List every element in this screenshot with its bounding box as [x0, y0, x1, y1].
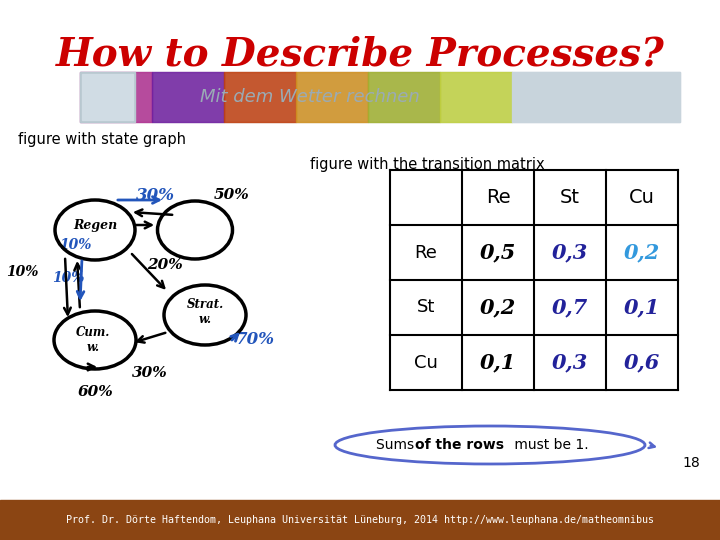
- Text: Cum.
w.: Cum. w.: [76, 326, 110, 354]
- Text: 0,6: 0,6: [624, 353, 660, 373]
- Text: 10%: 10%: [59, 238, 91, 252]
- Text: figure with state graph: figure with state graph: [18, 132, 186, 147]
- Text: must be 1.: must be 1.: [510, 438, 589, 452]
- Text: 10%: 10%: [52, 271, 84, 285]
- Bar: [296, 72, 368, 122]
- Bar: [224, 72, 296, 122]
- Text: Strat.
w.: Strat. w.: [186, 298, 224, 326]
- Text: Regen: Regen: [73, 219, 117, 232]
- Bar: [80, 72, 680, 122]
- Text: 10%: 10%: [6, 265, 38, 279]
- Text: 70%: 70%: [235, 332, 274, 348]
- Bar: [82, 74, 133, 120]
- Bar: [512, 72, 680, 122]
- Text: 0,2: 0,2: [480, 298, 516, 318]
- Bar: [80, 72, 135, 122]
- Text: 0,3: 0,3: [552, 242, 588, 262]
- Text: St: St: [560, 188, 580, 207]
- Text: Re: Re: [415, 244, 438, 261]
- Text: 0,1: 0,1: [480, 353, 516, 373]
- Bar: [80, 72, 152, 122]
- Text: St: St: [417, 299, 435, 316]
- Text: 50%: 50%: [214, 188, 250, 202]
- Text: Sums: Sums: [376, 438, 418, 452]
- Text: figure with the transition matrix: figure with the transition matrix: [310, 157, 544, 172]
- Text: Cu: Cu: [414, 354, 438, 372]
- Text: 0,7: 0,7: [552, 298, 588, 318]
- Text: 30%: 30%: [132, 366, 168, 380]
- Text: Prof. Dr. Dörte Haftendom, Leuphana Universität Lüneburg, 2014 http://www.leupha: Prof. Dr. Dörte Haftendom, Leuphana Univ…: [66, 515, 654, 525]
- Text: How to Describe Processes?: How to Describe Processes?: [55, 35, 665, 73]
- Text: Re: Re: [486, 188, 510, 207]
- Text: 0,1: 0,1: [624, 298, 660, 318]
- Bar: [368, 72, 440, 122]
- Text: 0,5: 0,5: [480, 242, 516, 262]
- Text: 0,3: 0,3: [552, 353, 588, 373]
- Text: of the rows: of the rows: [415, 438, 504, 452]
- Text: Mit dem Wetter rechnen: Mit dem Wetter rechnen: [200, 88, 420, 106]
- Text: 20%: 20%: [147, 258, 183, 272]
- Bar: [152, 72, 224, 122]
- Text: 0,2: 0,2: [624, 242, 660, 262]
- Text: Cu: Cu: [629, 188, 655, 207]
- Text: 60%: 60%: [77, 385, 113, 399]
- Bar: [440, 72, 512, 122]
- Text: 30%: 30%: [135, 186, 174, 204]
- Text: 18: 18: [683, 456, 700, 470]
- Bar: [0, 500, 720, 540]
